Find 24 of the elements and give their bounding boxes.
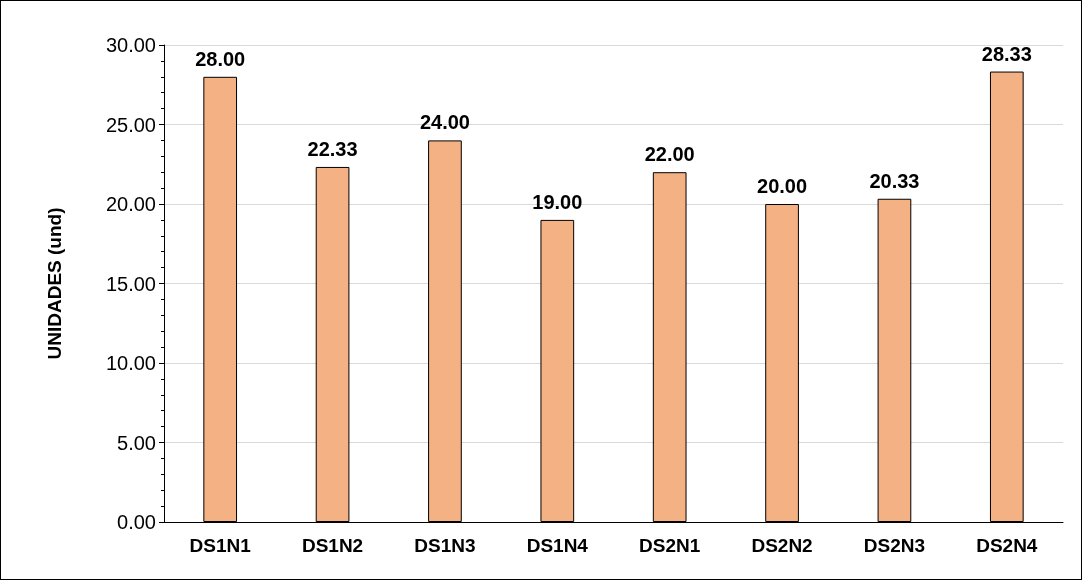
- data-label: 20.00: [757, 175, 808, 197]
- x-tick-label: DS2N2: [751, 535, 813, 556]
- x-tick-label: DS1N3: [414, 535, 476, 556]
- data-label: 24.00: [419, 111, 470, 134]
- y-axis-title: UNIDADES (und): [44, 207, 65, 360]
- x-tick-label: DS2N4: [976, 535, 1038, 556]
- data-label: 22.33: [307, 137, 358, 160]
- data-label: 22.00: [644, 143, 695, 166]
- data-label: 28.33: [981, 42, 1032, 65]
- data-label: 19.00: [532, 190, 583, 213]
- data-label: 28.00: [195, 47, 246, 70]
- data-label: 20.33: [869, 169, 920, 192]
- y-tick-label: 20.00: [105, 193, 156, 215]
- y-tick-label: 10.00: [105, 352, 156, 374]
- y-tick-label: 15.00: [105, 272, 156, 295]
- x-tick-label: DS1N2: [301, 535, 364, 556]
- x-tick-label: DS1N1: [189, 535, 252, 556]
- y-tick-label: 30.00: [105, 34, 156, 56]
- x-tick-label: DS2N3: [863, 535, 926, 556]
- x-tick-label: DS1N4: [526, 535, 589, 556]
- x-tick-label: DS2N1: [639, 535, 701, 556]
- y-tick-label: 0.00: [117, 511, 156, 533]
- y-tick-label: 25.00: [105, 113, 156, 136]
- y-tick-label: 5.00: [117, 431, 156, 454]
